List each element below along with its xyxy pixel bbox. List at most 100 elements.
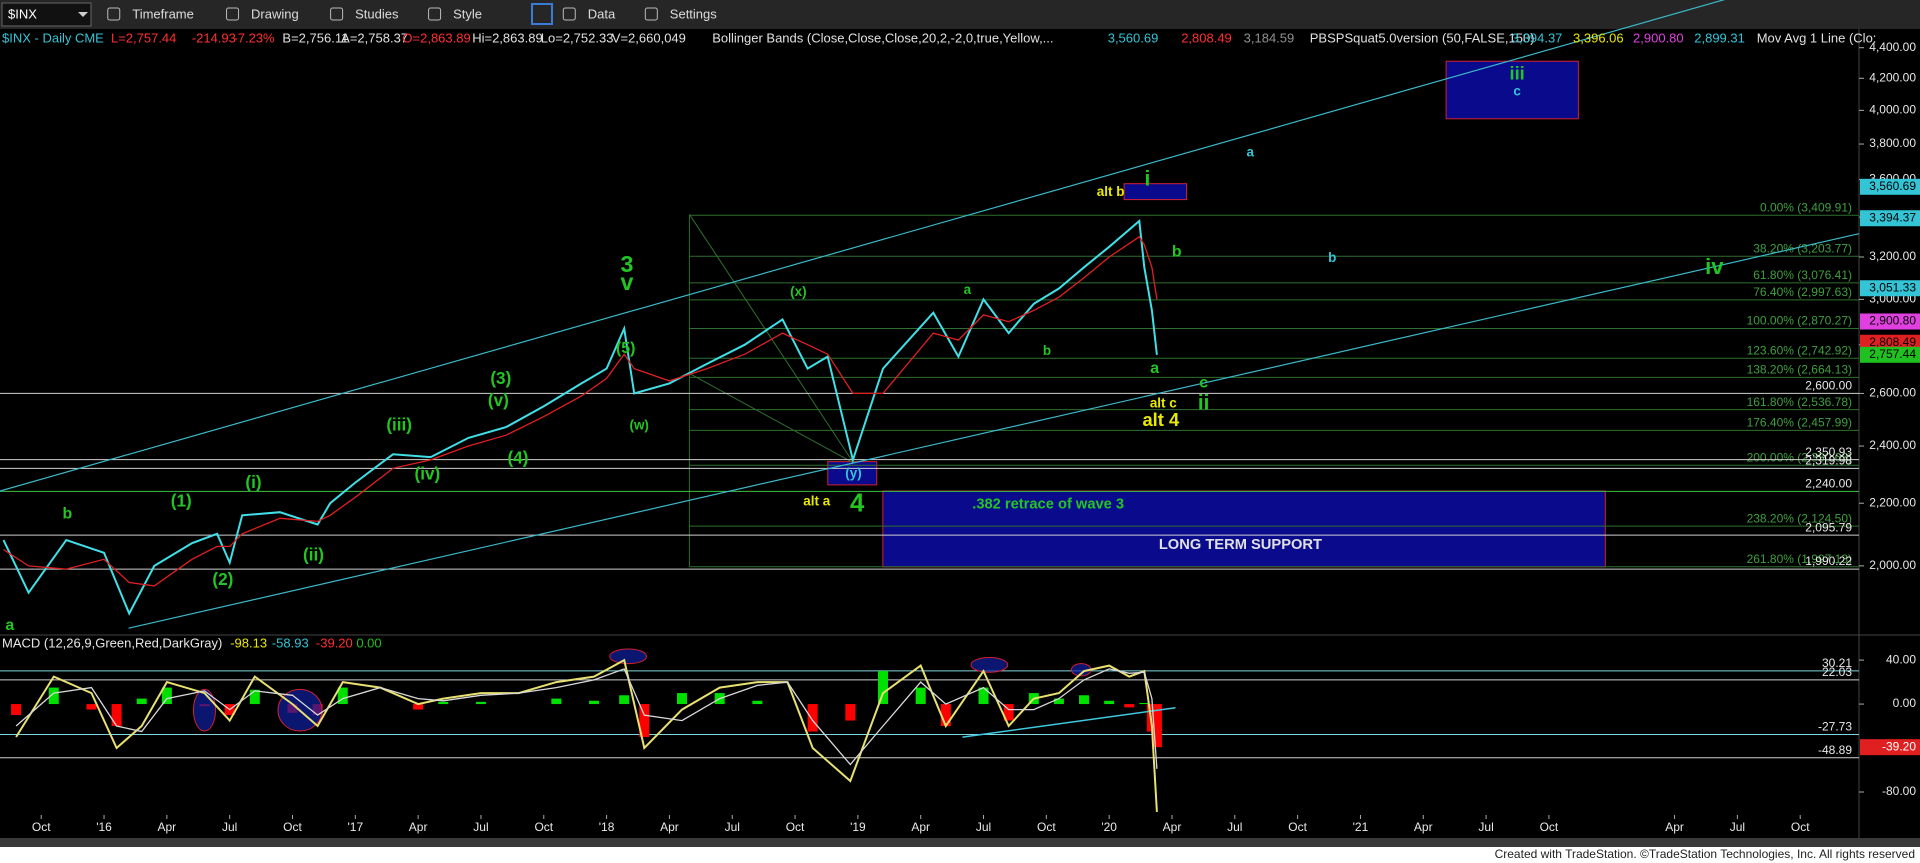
fib-label: 123.60% (2,742.92) xyxy=(1747,343,1852,357)
toolbar-item[interactable]: Studies xyxy=(355,6,399,21)
toolbar xyxy=(0,0,1920,29)
target-box xyxy=(1445,60,1579,120)
macd-histogram-bar xyxy=(413,704,424,710)
toolbar-icon[interactable] xyxy=(562,7,576,21)
macd-level-label: 30.21 xyxy=(1822,656,1852,670)
wave-label: a xyxy=(1150,360,1159,377)
macd-line xyxy=(15,668,1158,769)
y-tick-label: 2,000.00 xyxy=(1869,558,1916,572)
wave-label: (ii) xyxy=(303,544,324,564)
symbol[interactable]: $INX xyxy=(8,6,37,21)
macd-histogram-bar xyxy=(1104,700,1115,705)
x-tick-label: Oct xyxy=(283,820,302,834)
y-tick-label: 2,600.00 xyxy=(1869,386,1916,400)
macd-highlight xyxy=(609,648,648,665)
x-tick-label: Apr xyxy=(1414,820,1433,834)
level-label: 2,600.00 xyxy=(1805,379,1852,393)
wave-label: (w) xyxy=(629,418,648,433)
x-tick-label: '20 xyxy=(1101,820,1117,834)
level-label: 2,095.79 xyxy=(1805,520,1852,534)
header-item: 2,900.80 xyxy=(1633,30,1684,45)
wave-label: c xyxy=(1199,374,1208,391)
wave-label: (iii) xyxy=(386,415,412,435)
layout-icon[interactable] xyxy=(531,3,553,25)
x-tick-label: '18 xyxy=(599,820,615,834)
x-tick-label: Apr xyxy=(1665,820,1684,834)
macd-histogram-bar xyxy=(1003,704,1014,721)
y-tick-label: 2,200.00 xyxy=(1869,495,1916,509)
price-tag xyxy=(1860,313,1920,330)
scrollbar[interactable] xyxy=(0,838,1920,847)
toolbar-item[interactable]: Timeframe xyxy=(132,6,194,21)
header-item: O=2,863.89 xyxy=(402,30,470,45)
y-tick-label: -80.00 xyxy=(1882,784,1916,798)
macd-highlight xyxy=(970,657,1009,673)
toolbar-item[interactable]: Settings xyxy=(670,6,717,21)
x-tick-label: Jul xyxy=(1730,820,1745,834)
wave-label: .382 retrace of wave 3 xyxy=(972,496,1124,512)
toolbar-item[interactable]: Drawing xyxy=(251,6,299,21)
x-tick-label: Apr xyxy=(911,820,930,834)
x-tick-label: Oct xyxy=(1540,820,1559,834)
wave-label: alt 4 xyxy=(1142,409,1180,430)
toolbar-icon[interactable] xyxy=(330,7,344,21)
price-tag xyxy=(1860,178,1920,195)
macd-readout: -39.20 xyxy=(316,635,353,650)
macd-histogram-bar xyxy=(619,695,630,705)
channel-line xyxy=(128,233,1860,629)
wave-label: a xyxy=(5,617,14,634)
y-tick-label: 3,200.00 xyxy=(1869,249,1916,263)
x-tick-label: Jul xyxy=(1478,820,1493,834)
macd-histogram-bar xyxy=(589,700,600,705)
wave-label: 4 xyxy=(850,489,865,517)
wave-label: (1) xyxy=(171,491,192,511)
x-tick-label: Jul xyxy=(976,820,991,834)
fib-label: 200.00% (2,330.63) xyxy=(1747,450,1852,464)
x-tick-label: Apr xyxy=(1163,820,1182,834)
channel-line xyxy=(0,0,1726,492)
macd-line xyxy=(15,658,1158,812)
price-tag-label: 2,757.44 xyxy=(1869,347,1916,361)
price-tag-label: 3,051.33 xyxy=(1869,280,1916,294)
x-tick-label: Apr xyxy=(158,820,177,834)
wave-label: (y) xyxy=(845,465,861,480)
header-item: PBSPSquat5.0version (50,FALSE,150) xyxy=(1310,30,1535,45)
toolbar-icon[interactable] xyxy=(644,7,658,21)
wave-label: 3 xyxy=(620,251,633,277)
y-tick-label: 3,800.00 xyxy=(1869,136,1916,150)
wave-label: LONG TERM SUPPORT xyxy=(1159,537,1322,553)
macd-histogram-bar xyxy=(1053,698,1064,705)
toolbar-icon[interactable] xyxy=(428,7,442,21)
header-item: L=2,757.44 xyxy=(111,30,176,45)
toolbar-item[interactable]: Data xyxy=(588,6,616,21)
toolbar-icon[interactable] xyxy=(226,7,240,21)
header-item: 3,560.69 xyxy=(1108,30,1159,45)
wave-label: b xyxy=(1172,243,1182,260)
wave-label: (i) xyxy=(245,472,261,492)
wave-label: iv xyxy=(1705,254,1724,279)
fib-label: 100.00% (2,870.27) xyxy=(1747,314,1852,328)
x-tick-label: Jul xyxy=(222,820,237,834)
x-tick-label: '16 xyxy=(96,820,112,834)
wave-label: a xyxy=(1246,145,1254,160)
symbol-box[interactable] xyxy=(1,2,92,27)
wave-label: v xyxy=(620,269,633,295)
toolbar-item[interactable]: Style xyxy=(453,6,482,21)
wave-label: (2) xyxy=(212,569,233,589)
wave-label: (5) xyxy=(616,340,635,357)
symbol-dropdown[interactable] xyxy=(78,12,88,17)
toolbar-icon[interactable] xyxy=(107,7,121,21)
fib-label: 38.20% (3,203.77) xyxy=(1753,241,1852,255)
macd-trendline xyxy=(962,707,1176,738)
macd-readout: -58.93 xyxy=(272,635,309,650)
price-tag xyxy=(1860,210,1920,227)
macd-histogram-bar xyxy=(752,700,763,705)
header-item: Lo=2,752.33 xyxy=(541,30,614,45)
y-tick-label: 4,400.00 xyxy=(1869,40,1916,54)
macd-level-label: 22.03 xyxy=(1822,665,1852,679)
x-tick-label: Oct xyxy=(1791,820,1810,834)
wave-label: iii xyxy=(1509,63,1524,84)
fib-label: 261.80% (1,997.13) xyxy=(1747,552,1852,566)
